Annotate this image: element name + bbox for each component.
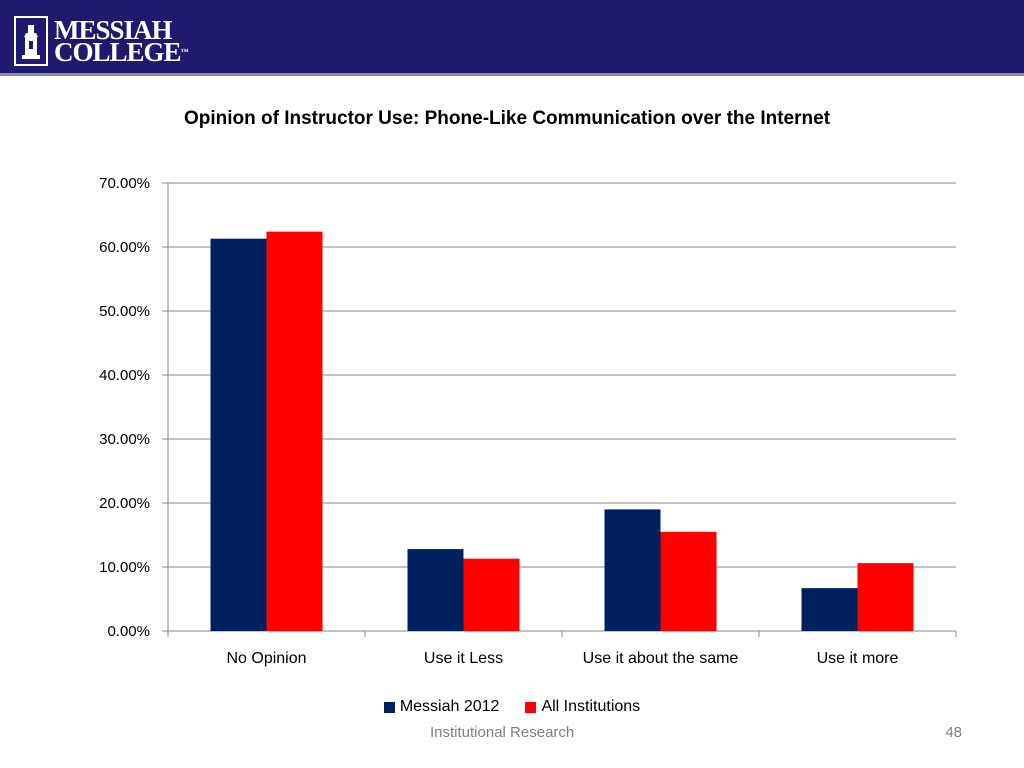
chart-legend: Messiah 2012 All Institutions — [0, 698, 1024, 716]
x-category-label: No Opinion — [226, 650, 306, 667]
y-tick-label: 70.00% — [99, 175, 150, 192]
logo-wordmark: MESSIAH COLLEGE™ — [54, 15, 189, 66]
y-tick-label: 20.00% — [99, 495, 150, 512]
bar-messiah-2012 — [604, 509, 661, 631]
bar-all-institutions — [463, 558, 520, 631]
legend-item-messiah: Messiah 2012 — [383, 698, 500, 716]
legend-label-messiah: Messiah 2012 — [399, 698, 500, 715]
bar-all-institutions — [660, 531, 717, 631]
bar-messiah-2012 — [801, 588, 858, 631]
legend-item-all-institutions: All Institutions — [525, 698, 640, 716]
y-tick-label: 0.00% — [107, 623, 150, 640]
bar-messiah-2012 — [407, 549, 464, 631]
trademark-symbol: ™ — [180, 47, 189, 56]
logo-line-2: COLLEGE — [54, 37, 182, 67]
footer-text: Institutional Research — [430, 724, 575, 741]
logo-line-1: MESSIAH — [54, 15, 173, 45]
y-tick-label: 40.00% — [99, 367, 150, 384]
y-tick-label: 30.00% — [99, 431, 150, 448]
bar-all-institutions — [857, 563, 914, 631]
page-number: 48 — [945, 724, 962, 741]
messiah-college-logo: MESSIAH COLLEGE™ — [14, 12, 189, 70]
x-category-label: Use it about the same — [583, 650, 739, 667]
legend-label-all-institutions: All Institutions — [541, 698, 641, 715]
chart-title: Opinion of Instructor Use: Phone-Like Co… — [183, 108, 831, 129]
bar-all-institutions — [266, 231, 323, 631]
y-tick-label: 60.00% — [99, 239, 150, 256]
header-banner: MESSIAH COLLEGE™ — [0, 0, 1024, 76]
x-category-label: Use it more — [817, 650, 899, 667]
x-category-label: Use it Less — [424, 650, 503, 667]
bar-messiah-2012 — [210, 238, 267, 631]
tower-crest-icon — [14, 16, 48, 66]
y-tick-label: 10.00% — [99, 559, 150, 576]
legend-swatch-messiah — [383, 701, 395, 713]
y-tick-label: 50.00% — [99, 303, 150, 320]
legend-swatch-all-institutions — [525, 701, 537, 713]
